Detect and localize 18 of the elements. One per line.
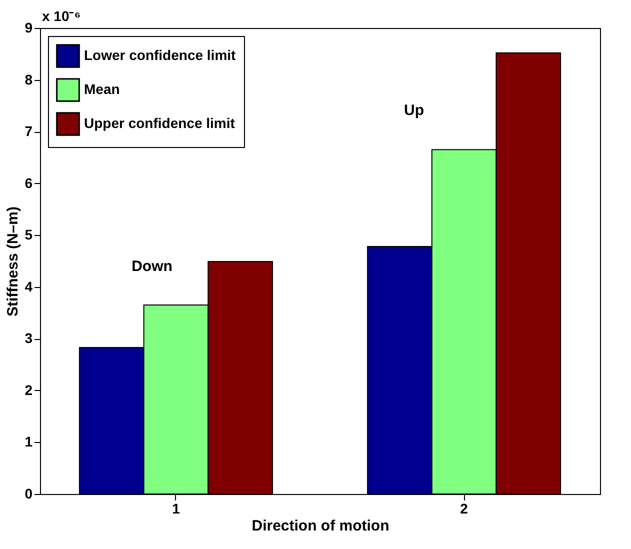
y-tick-label: 6 bbox=[24, 174, 33, 191]
y-tick-label: 1 bbox=[24, 434, 33, 450]
annotation: Up bbox=[404, 102, 424, 119]
y-tick-label: 4 bbox=[24, 278, 33, 294]
legend-label: Upper confidence limit bbox=[84, 115, 236, 131]
y-axis-title: Stiffness (N–m) bbox=[4, 206, 22, 317]
text: x 10⁻⁶ bbox=[42, 8, 81, 24]
y-tick-label: 3 bbox=[24, 330, 33, 346]
legend-label: Lower confidence limit bbox=[84, 47, 236, 63]
legend-label: Mean bbox=[84, 81, 120, 97]
y-tick-label: 2 bbox=[24, 382, 33, 398]
y-tick-label: 9 bbox=[24, 20, 33, 36]
y-tick-label: 5 bbox=[24, 226, 33, 243]
y-tick-label: 0 bbox=[24, 486, 33, 502]
y-tick-label: 8 bbox=[24, 71, 33, 88]
annotation: Down bbox=[132, 258, 172, 275]
y-tick-label: 7 bbox=[24, 123, 33, 140]
x-axis-title: Direction of motion bbox=[252, 518, 390, 534]
